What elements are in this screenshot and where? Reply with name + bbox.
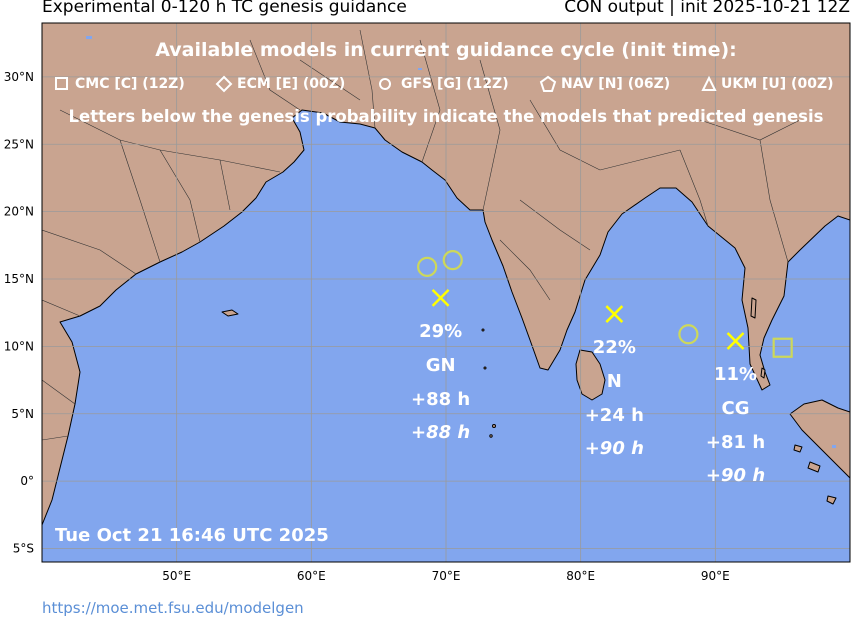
diamond-icon: [215, 75, 233, 93]
map-frame: [41, 22, 851, 563]
model-points: [417, 250, 793, 358]
genesis-probability: 22%: [593, 337, 636, 358]
genesis-area: 22% N +24 h +90 h: [585, 305, 644, 459]
land-asia-africa: [42, 23, 850, 526]
lon-tick-label: 90°E: [701, 569, 730, 583]
lat-tick-label: 15°N: [4, 272, 34, 286]
legend-heading: Available models in current guidance cyc…: [155, 39, 737, 61]
legend-item-gfs: GFS [G] (12Z): [379, 76, 509, 92]
map-title: Experimental 0-120 h TC genesis guidance: [42, 0, 407, 17]
genesis-lead-first: +81 h: [706, 432, 765, 453]
genesis-area: 11% CG +81 h +90 h: [706, 332, 765, 486]
lat-tick-label: 10°N: [4, 339, 34, 353]
legend: Available models in current guidance cyc…: [55, 39, 834, 126]
legend-label: NAV [N] (06Z): [561, 76, 670, 92]
legend-item-ukm: UKM [U] (00Z): [701, 75, 834, 92]
land-sumatra: [789, 399, 850, 479]
square-icon: [55, 77, 68, 90]
genesis-area: 29% GN +88 h +88 h: [411, 289, 470, 443]
gfs-circle-icon: [678, 324, 699, 345]
lat-tick-label: 20°N: [4, 205, 34, 219]
lon-tick-label: 70°E: [432, 569, 461, 583]
lat-tick-label: 5°N: [11, 407, 34, 421]
legend-item-ecm: ECM [E] (00Z): [215, 75, 345, 93]
pentagon-icon: [539, 75, 557, 92]
legend-label: ECM [E] (00Z): [237, 76, 345, 92]
genesis-x-marker-icon: [431, 289, 450, 307]
lon-tick-label: 50°E: [162, 569, 191, 583]
land-nicobar: [760, 367, 766, 379]
genesis-lead-last: +88 h: [411, 422, 470, 443]
legend-note: Letters below the genesis probability in…: [69, 107, 824, 126]
legend-item-cmc: CMC [C] (12Z): [55, 76, 185, 92]
genesis-models: CG: [722, 398, 750, 419]
gridlines: [42, 23, 850, 562]
genesis-lead-first: +24 h: [585, 405, 644, 426]
source-link[interactable]: https://moe.met.fsu.edu/modelgen: [42, 599, 304, 617]
circle-icon: [379, 78, 391, 90]
legend-label: CMC [C] (12Z): [75, 76, 185, 92]
lat-tick-label: 30°N: [4, 70, 34, 84]
triangle-icon: [701, 75, 717, 91]
land-sri-lanka: [575, 349, 606, 401]
genesis-areas: 29% GN +88 h +88 h 22% N +24 h +90 h 11% CG +81 h +…: [411, 289, 765, 486]
land-andaman: [750, 297, 757, 319]
init-info: CON output | init 2025-10-21 12Z: [564, 0, 850, 17]
valid-timestamp: Tue Oct 21 16:46 UTC 2025: [55, 525, 329, 546]
legend-label: GFS [G] (12Z): [401, 76, 509, 92]
land-socotra: [221, 309, 239, 317]
lon-tick-label: 80°E: [566, 569, 595, 583]
gfs-circle-icon: [417, 256, 438, 277]
gfs-circle-icon: [442, 250, 463, 271]
genesis-lead-last: +90 h: [706, 465, 765, 486]
lat-tick-label: 5°S: [13, 542, 34, 556]
genesis-lead-last: +90 h: [585, 438, 644, 459]
lon-tick-label: 60°E: [297, 569, 326, 583]
lat-tick-label: 25°N: [4, 137, 34, 151]
axis-ticks: 30°N 25°N 20°N 15°N 10°N 5°N 0° 5°S 50°E 60°E 70°E…: [4, 70, 730, 583]
legend-item-nav: NAV [N] (06Z): [539, 75, 670, 92]
genesis-models: GN: [426, 355, 456, 376]
genesis-x-marker-icon: [726, 332, 745, 350]
cmc-square-icon: [772, 337, 793, 358]
genesis-x-marker-icon: [605, 305, 624, 323]
legend-label: UKM [U] (00Z): [721, 76, 834, 92]
genesis-models: N: [607, 371, 622, 392]
lat-tick-label: 0°: [20, 474, 34, 488]
genesis-probability: 11%: [714, 364, 757, 385]
genesis-lead-first: +88 h: [411, 389, 470, 410]
genesis-probability: 29%: [419, 321, 462, 342]
